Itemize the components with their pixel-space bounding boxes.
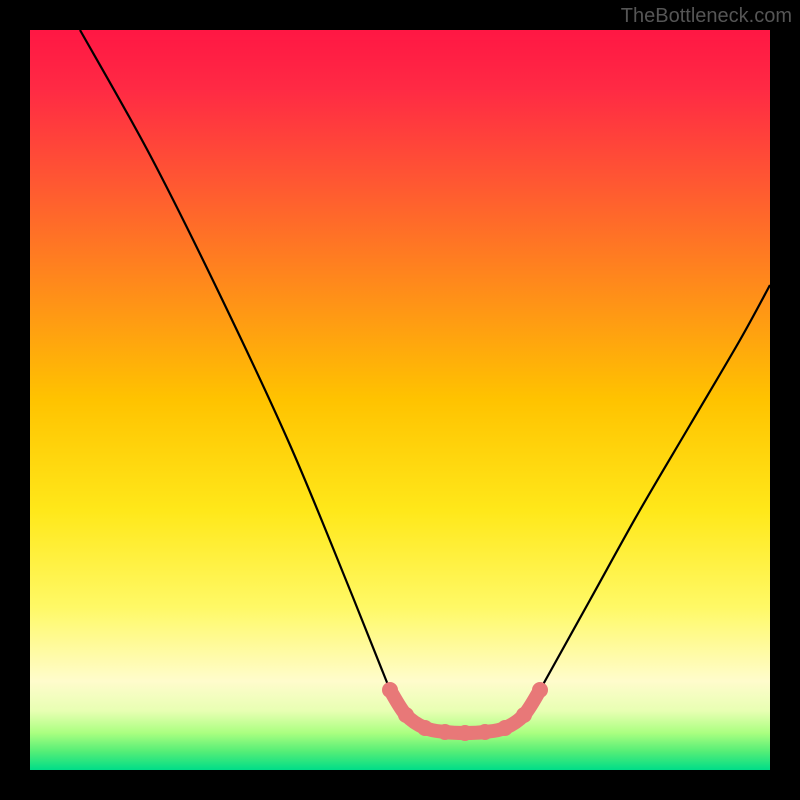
optimal-zone-dot xyxy=(532,682,548,698)
chart-container: TheBottleneck.com xyxy=(0,0,800,800)
plot-background xyxy=(30,30,770,770)
optimal-zone-dot xyxy=(417,720,433,736)
optimal-zone-dot xyxy=(382,682,398,698)
bottleneck-chart xyxy=(0,0,800,800)
optimal-zone-dot xyxy=(437,724,453,740)
optimal-zone-dot xyxy=(477,724,493,740)
optimal-zone-dot xyxy=(398,707,414,723)
optimal-zone-dot xyxy=(497,720,513,736)
attribution-label: TheBottleneck.com xyxy=(621,5,792,28)
optimal-zone-dot xyxy=(516,707,532,723)
optimal-zone-dot xyxy=(457,725,473,741)
